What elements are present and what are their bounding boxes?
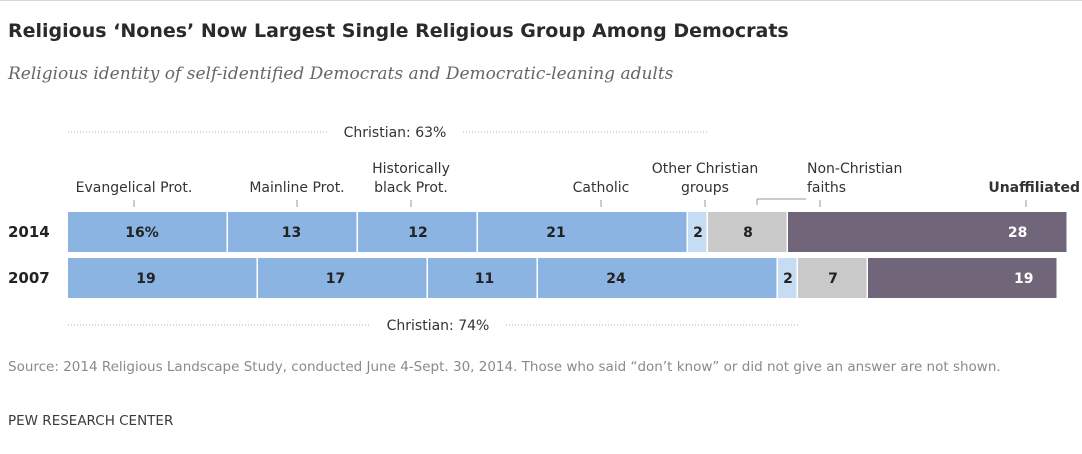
category-label-4-line-1: groups (681, 180, 729, 196)
bar-2014-0 (68, 212, 227, 252)
top-rule (0, 0, 1082, 1)
bar-2007-4 (778, 258, 797, 298)
bar-2007-0 (68, 258, 257, 298)
value-label-2007-2: 11 (475, 271, 494, 287)
category-label-1-line-0: Mainline Prot. (249, 180, 344, 196)
category-label-2-line-0: Historically (372, 161, 450, 177)
category-label-0-line-0: Evangelical Prot. (76, 180, 193, 196)
value-label-2014-6: 28 (1008, 225, 1027, 241)
value-label-2014-1: 13 (282, 225, 301, 241)
value-label-2007-1: 17 (326, 271, 345, 287)
bar-2007-6 (868, 258, 1057, 298)
chart-subtitle: Religious identity of self-identified De… (8, 64, 674, 84)
chart-title: Religious ‘Nones’ Now Largest Single Rel… (8, 20, 789, 42)
value-label-2007-6: 19 (1014, 271, 1033, 287)
category-label-4-line-0: Other Christian (652, 161, 759, 177)
bar-2007-5 (798, 258, 867, 298)
bar-2007-3 (538, 258, 777, 298)
org-credit: PEW RESEARCH CENTER (8, 413, 174, 429)
bracket-label-0: Christian: 63% (344, 125, 447, 141)
bar-2014-6 (788, 212, 1067, 252)
bar-2014-1 (228, 212, 357, 252)
value-label-2014-2: 12 (408, 225, 427, 241)
source-note: Source: 2014 Religious Landscape Study, … (8, 359, 1001, 375)
category-label-5-line-1: faiths (807, 180, 846, 196)
bar-2007-1 (258, 258, 427, 298)
bar-2014-4 (688, 212, 707, 252)
category-label-5-line-0: Non-Christian (807, 161, 902, 177)
value-label-2014-3: 21 (546, 225, 565, 241)
value-label-2014-4: 2 (693, 225, 703, 241)
value-label-2007-3: 24 (606, 271, 626, 287)
year-label-2014: 2014 (8, 223, 50, 241)
category-label-6-line-0: Unaffiliated (988, 180, 1080, 196)
bar-2007-2 (428, 258, 537, 298)
value-label-2014-5: 8 (743, 225, 753, 241)
bar-2014-3 (478, 212, 687, 252)
category-label-3-line-0: Catholic (573, 180, 630, 196)
value-label-2007-4: 2 (783, 271, 793, 287)
value-label-2007-0: 19 (136, 271, 155, 287)
year-label-2007: 2007 (8, 269, 50, 287)
bracket-label-1: Christian: 74% (387, 318, 490, 334)
bar-2014-5 (708, 212, 787, 252)
bar-2014-2 (358, 212, 477, 252)
value-label-2014-0: 16% (125, 225, 159, 241)
category-label-2-line-1: black Prot. (374, 180, 448, 196)
value-label-2007-5: 7 (828, 271, 838, 287)
